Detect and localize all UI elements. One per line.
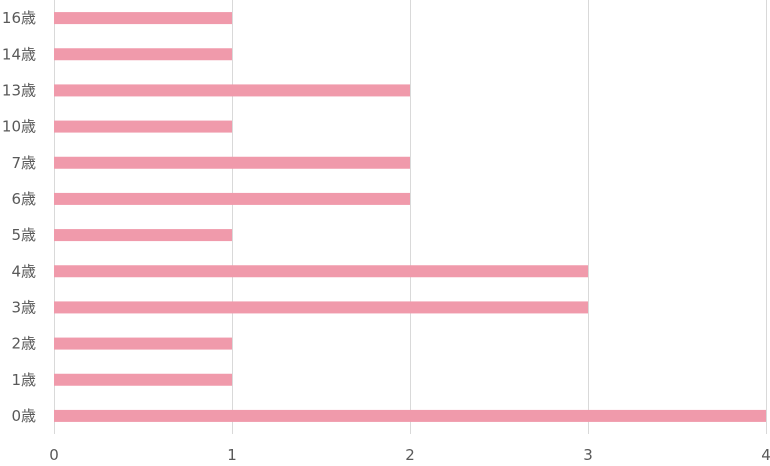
y-tick-label: 5歳 bbox=[11, 226, 36, 244]
x-tick-label: 0 bbox=[49, 446, 59, 464]
bar-10歳 bbox=[54, 120, 232, 133]
bar-3歳 bbox=[54, 301, 588, 314]
grid-layer bbox=[54, 0, 767, 434]
y-tick-label: 0歳 bbox=[11, 407, 36, 425]
y-tick-label: 4歳 bbox=[11, 262, 36, 280]
y-tick-label: 10歳 bbox=[2, 118, 36, 136]
bar-1歳 bbox=[54, 373, 232, 386]
y-tick-label: 6歳 bbox=[11, 190, 36, 208]
bars-layer bbox=[54, 12, 766, 422]
y-tick-label: 16歳 bbox=[2, 9, 36, 27]
bar-16歳 bbox=[54, 12, 232, 25]
y-tick-label: 3歳 bbox=[11, 298, 36, 316]
x-tick-label: 2 bbox=[405, 446, 415, 464]
value-axis: 0 1 2 3 4 bbox=[49, 446, 770, 464]
x-tick-label: 3 bbox=[583, 446, 593, 464]
x-tick-label: 4 bbox=[761, 446, 770, 464]
bar-2歳 bbox=[54, 337, 232, 350]
bar-0歳 bbox=[54, 409, 766, 422]
bar-6歳 bbox=[54, 192, 410, 205]
bar-4歳 bbox=[54, 265, 588, 278]
y-tick-label: 1歳 bbox=[11, 371, 36, 389]
y-tick-label: 13歳 bbox=[2, 81, 36, 99]
y-tick-label: 14歳 bbox=[2, 45, 36, 63]
y-tick-label: 2歳 bbox=[11, 335, 36, 353]
bar-5歳 bbox=[54, 229, 232, 242]
category-axis: 0歳 1歳 2歳 3歳 4歳 5歳 6歳 7歳 10歳 13歳 14歳 16歳 bbox=[2, 9, 36, 425]
bar-7歳 bbox=[54, 156, 410, 169]
y-tick-label: 7歳 bbox=[11, 154, 36, 172]
x-tick-label: 1 bbox=[227, 446, 237, 464]
bar-14歳 bbox=[54, 48, 232, 61]
bar-13歳 bbox=[54, 84, 410, 97]
